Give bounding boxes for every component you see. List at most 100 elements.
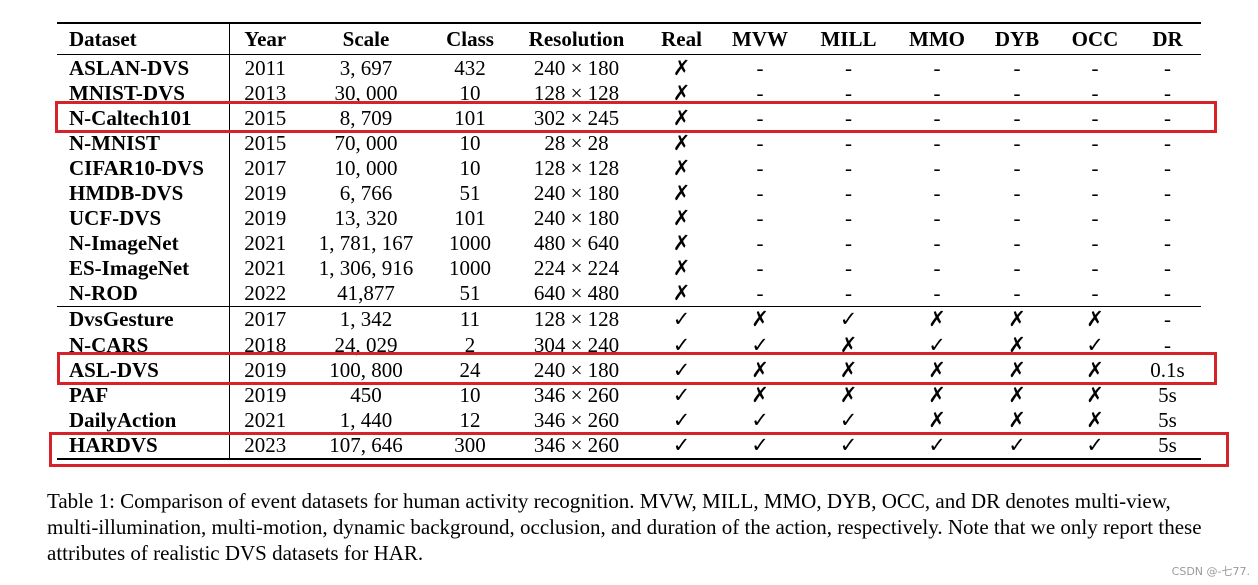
table-cell: ✗ (719, 305, 801, 333)
table-cell: ✓ (672, 357, 691, 382)
table-cell: 2021 (244, 407, 287, 432)
table-cell: - (1091, 256, 1099, 281)
table-cell: ✗ (672, 80, 691, 105)
table-cell: 10 (459, 382, 481, 407)
table-cell: ✗ (839, 357, 858, 382)
table-cell: ✗ (928, 382, 946, 407)
table-cell: 5s (1134, 432, 1201, 460)
table-cell: - (1013, 105, 1021, 130)
table-cell: - (1091, 105, 1099, 130)
table-cell: - (1013, 55, 1021, 80)
table-cell: 100, 800 (329, 357, 403, 382)
table-cell: 2019 (244, 357, 287, 382)
table-cell: 302 × 245 (533, 105, 620, 130)
table-cell: - (845, 231, 852, 256)
table-cell: - (756, 155, 764, 180)
table-cell: 640 × 480 (533, 281, 620, 306)
table-cell: - (1091, 231, 1099, 256)
table-cell: 304 × 240 (533, 332, 620, 357)
table-cell: - (1013, 206, 1021, 231)
table-row: ASL-DVS 2019 100, 800 24 240 × 180 ✓ ✗ ✗ ✗ ✗ ✗ 0.1s (57, 357, 1201, 383)
table-cell: 24, 029 (334, 332, 398, 357)
table-cell: 2019 (244, 206, 287, 231)
table-cell: ✗ (1086, 407, 1104, 432)
table-cell: ✓ (801, 305, 896, 333)
table-cell: ✓ (672, 407, 691, 432)
dataset-name-cell: UCF-DVS (57, 205, 230, 231)
table-cell: 2021 (244, 231, 287, 256)
dataset-name-cell: N-ROD (57, 280, 230, 307)
table-cell: ✓ (719, 432, 801, 460)
table-cell: 5s (1158, 407, 1177, 432)
table-cell: ✓ (928, 332, 946, 357)
table-cell: ✗ (1008, 332, 1026, 357)
table-cell: ✓ (672, 332, 691, 357)
table-cell: 11 (431, 305, 509, 333)
table-cell: - (756, 281, 764, 306)
table-row: UCF-DVS 2019 13, 320 101 240 × 180 ✗ - - - - - - (57, 205, 1201, 231)
highlight-box-n-caltech101 (55, 101, 1217, 133)
table-cell: 2017 (244, 155, 287, 180)
table-cell: 240 × 180 (533, 206, 620, 231)
table-cell: 51 (459, 181, 481, 206)
table-cell: - (756, 181, 764, 206)
table-cell: 2011 (244, 55, 286, 80)
table-cell: ✗ (672, 256, 691, 281)
table-cell: - (1091, 80, 1099, 105)
table-cell: 128 × 128 (533, 80, 620, 105)
dataset-name-cell: N-MNIST (57, 130, 230, 156)
table-cell: 41,877 (337, 281, 395, 306)
table-row: N-Caltech101 2015 8, 709 101 302 × 245 ✗ - - - - -… (57, 105, 1201, 131)
table-cell: ✗ (751, 382, 769, 407)
table-cell: 480 × 640 (533, 231, 620, 256)
table-cell: ✓ (644, 432, 719, 460)
table-cell: 10 (459, 130, 481, 155)
table-cell: - (1091, 130, 1099, 155)
table-cell: - (756, 256, 764, 281)
table-cell: - (1013, 80, 1021, 105)
table-cell: 1, 440 (339, 407, 393, 432)
dataset-name-cell: CIFAR10-DVS (57, 155, 230, 181)
table-cell: ✓ (896, 432, 978, 460)
table-cell: - (1164, 155, 1171, 180)
highlight-box-asl-dvs (57, 352, 1217, 385)
table-cell: 2013 (244, 80, 287, 105)
table-cell: ✓ (801, 432, 896, 460)
watermark: CSDN @-七77. (1171, 565, 1250, 578)
column-header: DYB (978, 23, 1056, 55)
column-header: OCC (1056, 23, 1134, 55)
table-cell: 5s (1158, 382, 1177, 407)
table-cell: - (933, 281, 941, 306)
table-cell: - (933, 105, 941, 130)
table-cell: ✗ (1086, 382, 1104, 407)
table-cell: - (1013, 256, 1021, 281)
table-cell: - (1164, 130, 1171, 155)
table-cell: ✗ (839, 332, 858, 357)
table-header-row: Dataset Year Scale Class Resolution Real MVW MI… (57, 23, 1201, 55)
table-cell: 240 × 180 (533, 181, 620, 206)
table-cell: 2015 (244, 130, 287, 155)
table-cell: - (933, 155, 941, 180)
table-cell: 450 (350, 382, 382, 407)
table-cell: 240 × 180 (533, 55, 620, 80)
table-cell: - (933, 130, 941, 155)
highlight-box-hardvs (49, 432, 1229, 467)
table-cell: ✗ (928, 407, 946, 432)
table-cell: 101 (454, 206, 486, 231)
table-cell: - (845, 80, 852, 105)
table-cell: ✗ (1086, 357, 1104, 382)
table-cell: 10, 000 (334, 155, 398, 180)
table-cell: - (933, 256, 941, 281)
table-cell: ✓ (978, 432, 1056, 460)
dataset-name-cell: HMDB-DVS (57, 180, 230, 206)
table-cell: 2018 (244, 332, 287, 357)
table-cell: - (845, 155, 852, 180)
table-cell: 101 (454, 105, 486, 130)
table-cell: 2023 (229, 432, 301, 460)
table-cell: ✗ (672, 231, 691, 256)
table-cell: 2019 (244, 382, 287, 407)
table-cell: ✓ (672, 382, 691, 407)
table-cell: 70, 000 (334, 130, 398, 155)
table-cell: - (756, 130, 764, 155)
table-cell: - (1013, 130, 1021, 155)
